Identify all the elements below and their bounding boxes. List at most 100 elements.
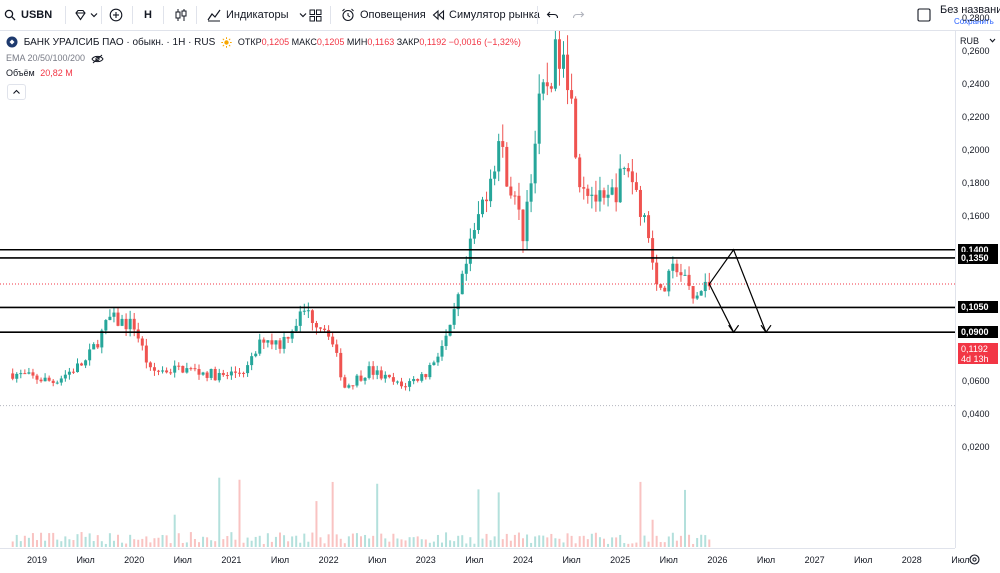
rewind-icon <box>432 9 445 21</box>
ohlc-values: ОТКР0,1205 МАКС0,1205 МИН0,1163 ЗАКР0,11… <box>238 37 521 47</box>
volume-bar <box>299 542 302 547</box>
volume-bar <box>607 543 610 547</box>
candle-body <box>165 370 169 373</box>
candle-body <box>663 287 667 292</box>
volume-bar <box>489 540 492 547</box>
volume-bar <box>238 479 241 547</box>
candle-body <box>497 141 501 172</box>
volume-bar <box>457 535 460 547</box>
layout-checkbox[interactable] <box>917 0 931 30</box>
volume-bar <box>598 537 601 547</box>
price-chart[interactable] <box>0 31 955 548</box>
candle-body <box>566 54 570 91</box>
time-axis[interactable]: 2019 Июл 2020 Июл 2021 Июл 2022 Июл 2023 Июл 2024 И… <box>0 548 970 573</box>
volume-bar <box>594 532 597 547</box>
candle-body <box>201 372 205 375</box>
horizontal-levels[interactable] <box>0 248 955 333</box>
volume-bar <box>647 541 650 547</box>
collapse-legend-button[interactable] <box>7 84 26 100</box>
layout-name[interactable]: Без названия <box>940 4 1000 16</box>
volume-bar <box>364 534 367 547</box>
chart-type-button[interactable] <box>174 0 188 30</box>
volume-bar <box>27 537 30 547</box>
volume-bar <box>550 533 553 547</box>
save-link[interactable]: Сохранить <box>954 17 994 26</box>
volume-bar <box>546 537 549 547</box>
volume-label: Объём <box>6 68 35 78</box>
candles <box>11 31 711 392</box>
time-tick-label: Июл <box>951 555 970 565</box>
volume-bar <box>133 539 136 547</box>
candle-body <box>626 168 630 172</box>
time-tick-label: 2024 <box>512 555 534 565</box>
candle-body <box>537 93 541 144</box>
arrow-drawing[interactable] <box>708 248 772 334</box>
symbol-search[interactable]: USBN <box>4 0 52 30</box>
volume-bar <box>384 538 387 547</box>
alerts-button[interactable]: Оповещения <box>341 0 426 30</box>
time-tick-label: 2025 <box>610 555 631 565</box>
candle-body <box>436 356 440 363</box>
indicators-button[interactable]: Индикаторы <box>207 0 307 30</box>
chart-pane[interactable]: БАНК УРАЛСИБ ПАО · обыкн. · 1Н · RUS ОТК… <box>0 31 955 548</box>
candle-body <box>671 263 675 271</box>
candle-body <box>468 238 472 264</box>
candle-body <box>456 294 460 310</box>
price-tick-label: 0,1800 <box>962 177 990 188</box>
candle-body <box>343 377 347 388</box>
ema-legend[interactable]: EMA 20/50/100/200 <box>6 53 104 64</box>
currency-label[interactable]: RUB <box>960 36 980 46</box>
candle-body <box>355 375 359 386</box>
chevron-down-icon[interactable] <box>989 38 996 43</box>
candle-body <box>144 345 148 363</box>
close-value: 0,1192 <box>419 37 447 47</box>
volume-bar <box>627 543 630 547</box>
volume-bar <box>64 536 67 547</box>
price-tick-label: 0,0200 <box>962 441 990 452</box>
candle-body <box>319 327 322 329</box>
volume-bar <box>311 532 314 547</box>
volume-bar <box>570 535 573 547</box>
candle-body <box>197 369 201 375</box>
candle-body <box>108 316 112 321</box>
volume-bar <box>465 543 468 547</box>
volume-bar <box>554 538 557 547</box>
candle-body <box>181 365 185 373</box>
candle-body <box>76 363 79 373</box>
volume-bar <box>404 540 407 547</box>
volume-bar <box>153 538 156 547</box>
candle-body <box>112 312 116 317</box>
volume-bar <box>667 536 670 547</box>
compare-button[interactable] <box>109 0 123 30</box>
candle-body <box>173 365 177 373</box>
candle-body <box>35 375 39 380</box>
volume-bar <box>623 543 626 547</box>
volume-bar <box>639 481 642 547</box>
candle-body <box>695 295 699 299</box>
arrow-head <box>760 324 772 334</box>
time-axis-settings-button[interactable] <box>968 553 981 566</box>
volume-bar <box>48 533 51 547</box>
replay-button[interactable]: Симулятор рынка <box>432 0 540 30</box>
undo-button[interactable] <box>546 0 559 30</box>
candle-body <box>88 349 92 361</box>
volume-bar <box>169 543 172 547</box>
candle-body <box>209 368 213 378</box>
candle-body <box>278 340 282 349</box>
grid-icon <box>309 9 322 22</box>
volume-bar <box>181 542 184 547</box>
candle-body <box>152 367 156 371</box>
toolbar-divider <box>330 6 331 24</box>
candle-body <box>533 143 537 184</box>
candle-body <box>185 368 189 373</box>
candle-body <box>476 214 480 231</box>
candle-body <box>610 187 614 195</box>
price-axis[interactable]: RUB 0,2800 0,2600 0,2400 0,2200 0,2000 0,1800… <box>955 13 1000 548</box>
volume-bar <box>185 542 188 547</box>
redo-button[interactable] <box>572 0 585 30</box>
interval-button[interactable]: H <box>144 9 152 21</box>
chart-legend: БАНК УРАЛСИБ ПАО · обыкн. · 1Н · RUS ОТК… <box>6 36 521 48</box>
watchlist-button[interactable] <box>74 0 98 30</box>
layouts-button[interactable] <box>309 0 322 30</box>
eye-off-icon[interactable] <box>91 54 104 64</box>
